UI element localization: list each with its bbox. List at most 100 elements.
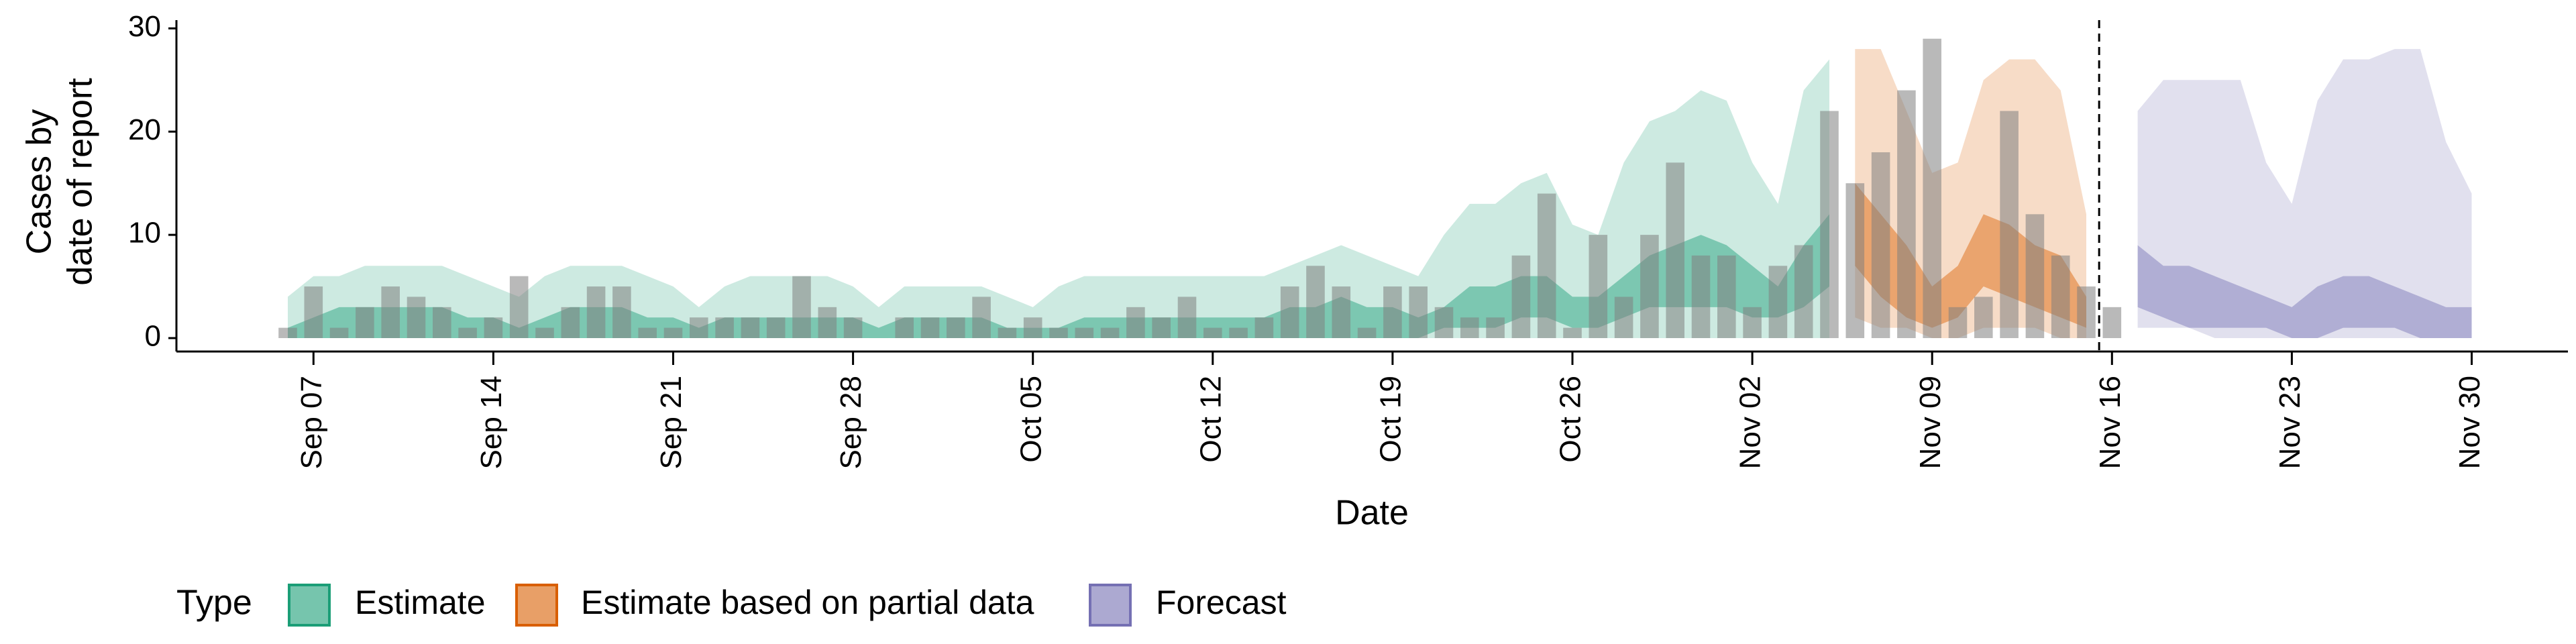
bar [1075,327,1094,338]
bar [612,286,631,338]
y-tick-label: 10 [128,217,161,250]
bar [663,327,683,338]
x-tick-label: Sep 28 [835,376,867,469]
y-tick-label: 30 [128,10,161,43]
bar [2077,286,2096,338]
bar [1717,255,1736,338]
y-tick-label: 0 [145,320,161,353]
bar [1537,193,1556,338]
bar [1254,317,1274,338]
bar [1357,327,1377,338]
bar [1820,111,1839,338]
bar [1203,327,1222,338]
legend-label: Estimate [355,584,486,621]
bar [1871,152,1890,338]
x-tick-label: Sep 14 [475,376,508,469]
bar [458,327,477,338]
bar [766,317,786,338]
bar [329,327,349,338]
legend-label: Forecast [1156,584,1287,621]
bar [1126,307,1145,338]
bar [895,317,914,338]
bar [1897,90,1916,338]
bar [509,276,529,338]
bar [1409,286,1428,338]
bar [1049,327,1068,338]
bar [1280,286,1299,338]
bar [561,307,580,338]
bar [2000,111,2019,338]
bar [972,297,991,338]
bar [535,327,554,338]
bar [1100,327,1120,338]
legend-swatch [515,584,558,627]
bar [586,286,606,338]
x-tick-label: Oct 19 [1375,376,1407,463]
legend: Estimate Estimate based on partial data Fo… [288,584,1287,627]
bar [741,317,760,338]
bar [947,317,965,338]
bar [1768,266,1788,338]
bar [278,327,297,338]
x-tick-label: Nov 09 [1914,376,1947,469]
bar [407,297,426,338]
bar [1614,297,1633,338]
bar [1589,235,1608,338]
bar [1434,307,1454,338]
bar [843,317,863,338]
bar [1794,245,1813,338]
bar [1383,286,1402,338]
bar [1691,255,1711,338]
bar [792,276,811,338]
bar [1640,235,1659,338]
legend-label: Estimate based on partial data [581,584,1034,621]
bar [1460,317,1479,338]
x-tick-label: Sep 07 [295,376,328,469]
bar [484,317,503,338]
x-tick-label: Nov 02 [1734,376,1767,469]
x-axis-title: Date [1335,494,1409,533]
x-tick-label: Nov 30 [2453,376,2486,469]
bar [1511,255,1531,338]
bar [2102,307,2122,338]
x-tick-label: Oct 05 [1014,376,1047,463]
bar [1177,297,1197,338]
x-tick-label: Sep 21 [655,376,688,469]
bar [433,307,451,338]
plot-area [278,20,2472,352]
y-tick-label: 20 [128,113,161,146]
bar [1306,266,1325,338]
bar [818,307,837,338]
bar [690,317,708,338]
bar [1563,327,1582,338]
x-tick-label: Nov 23 [2273,376,2306,469]
legend-swatch [1089,584,1132,627]
bar [1845,183,1865,338]
y-axis-title: date of report [61,78,100,286]
legend-title: Type [176,584,252,623]
bar [356,307,374,338]
bar [1229,327,1248,338]
bar [1486,317,1505,338]
bar [1152,317,1171,338]
y-axis-title: Cases by [20,109,59,255]
bar [998,327,1017,338]
bar [2025,214,2045,338]
legend-swatch [288,584,331,627]
bar [381,286,400,338]
bar [1332,286,1351,338]
bar [304,286,323,338]
bar [638,327,657,338]
x-tick-label: Oct 12 [1194,376,1227,463]
inner-band [2137,245,2472,338]
bar [1023,317,1042,338]
bar [920,317,940,338]
bar [1948,307,1968,338]
outer-band [2137,49,2472,338]
x-tick-label: Oct 26 [1554,376,1587,463]
bar [1743,307,1762,338]
bar [1666,162,1684,338]
bar [1923,38,1941,338]
x-tick-label: Nov 16 [2094,376,2127,469]
